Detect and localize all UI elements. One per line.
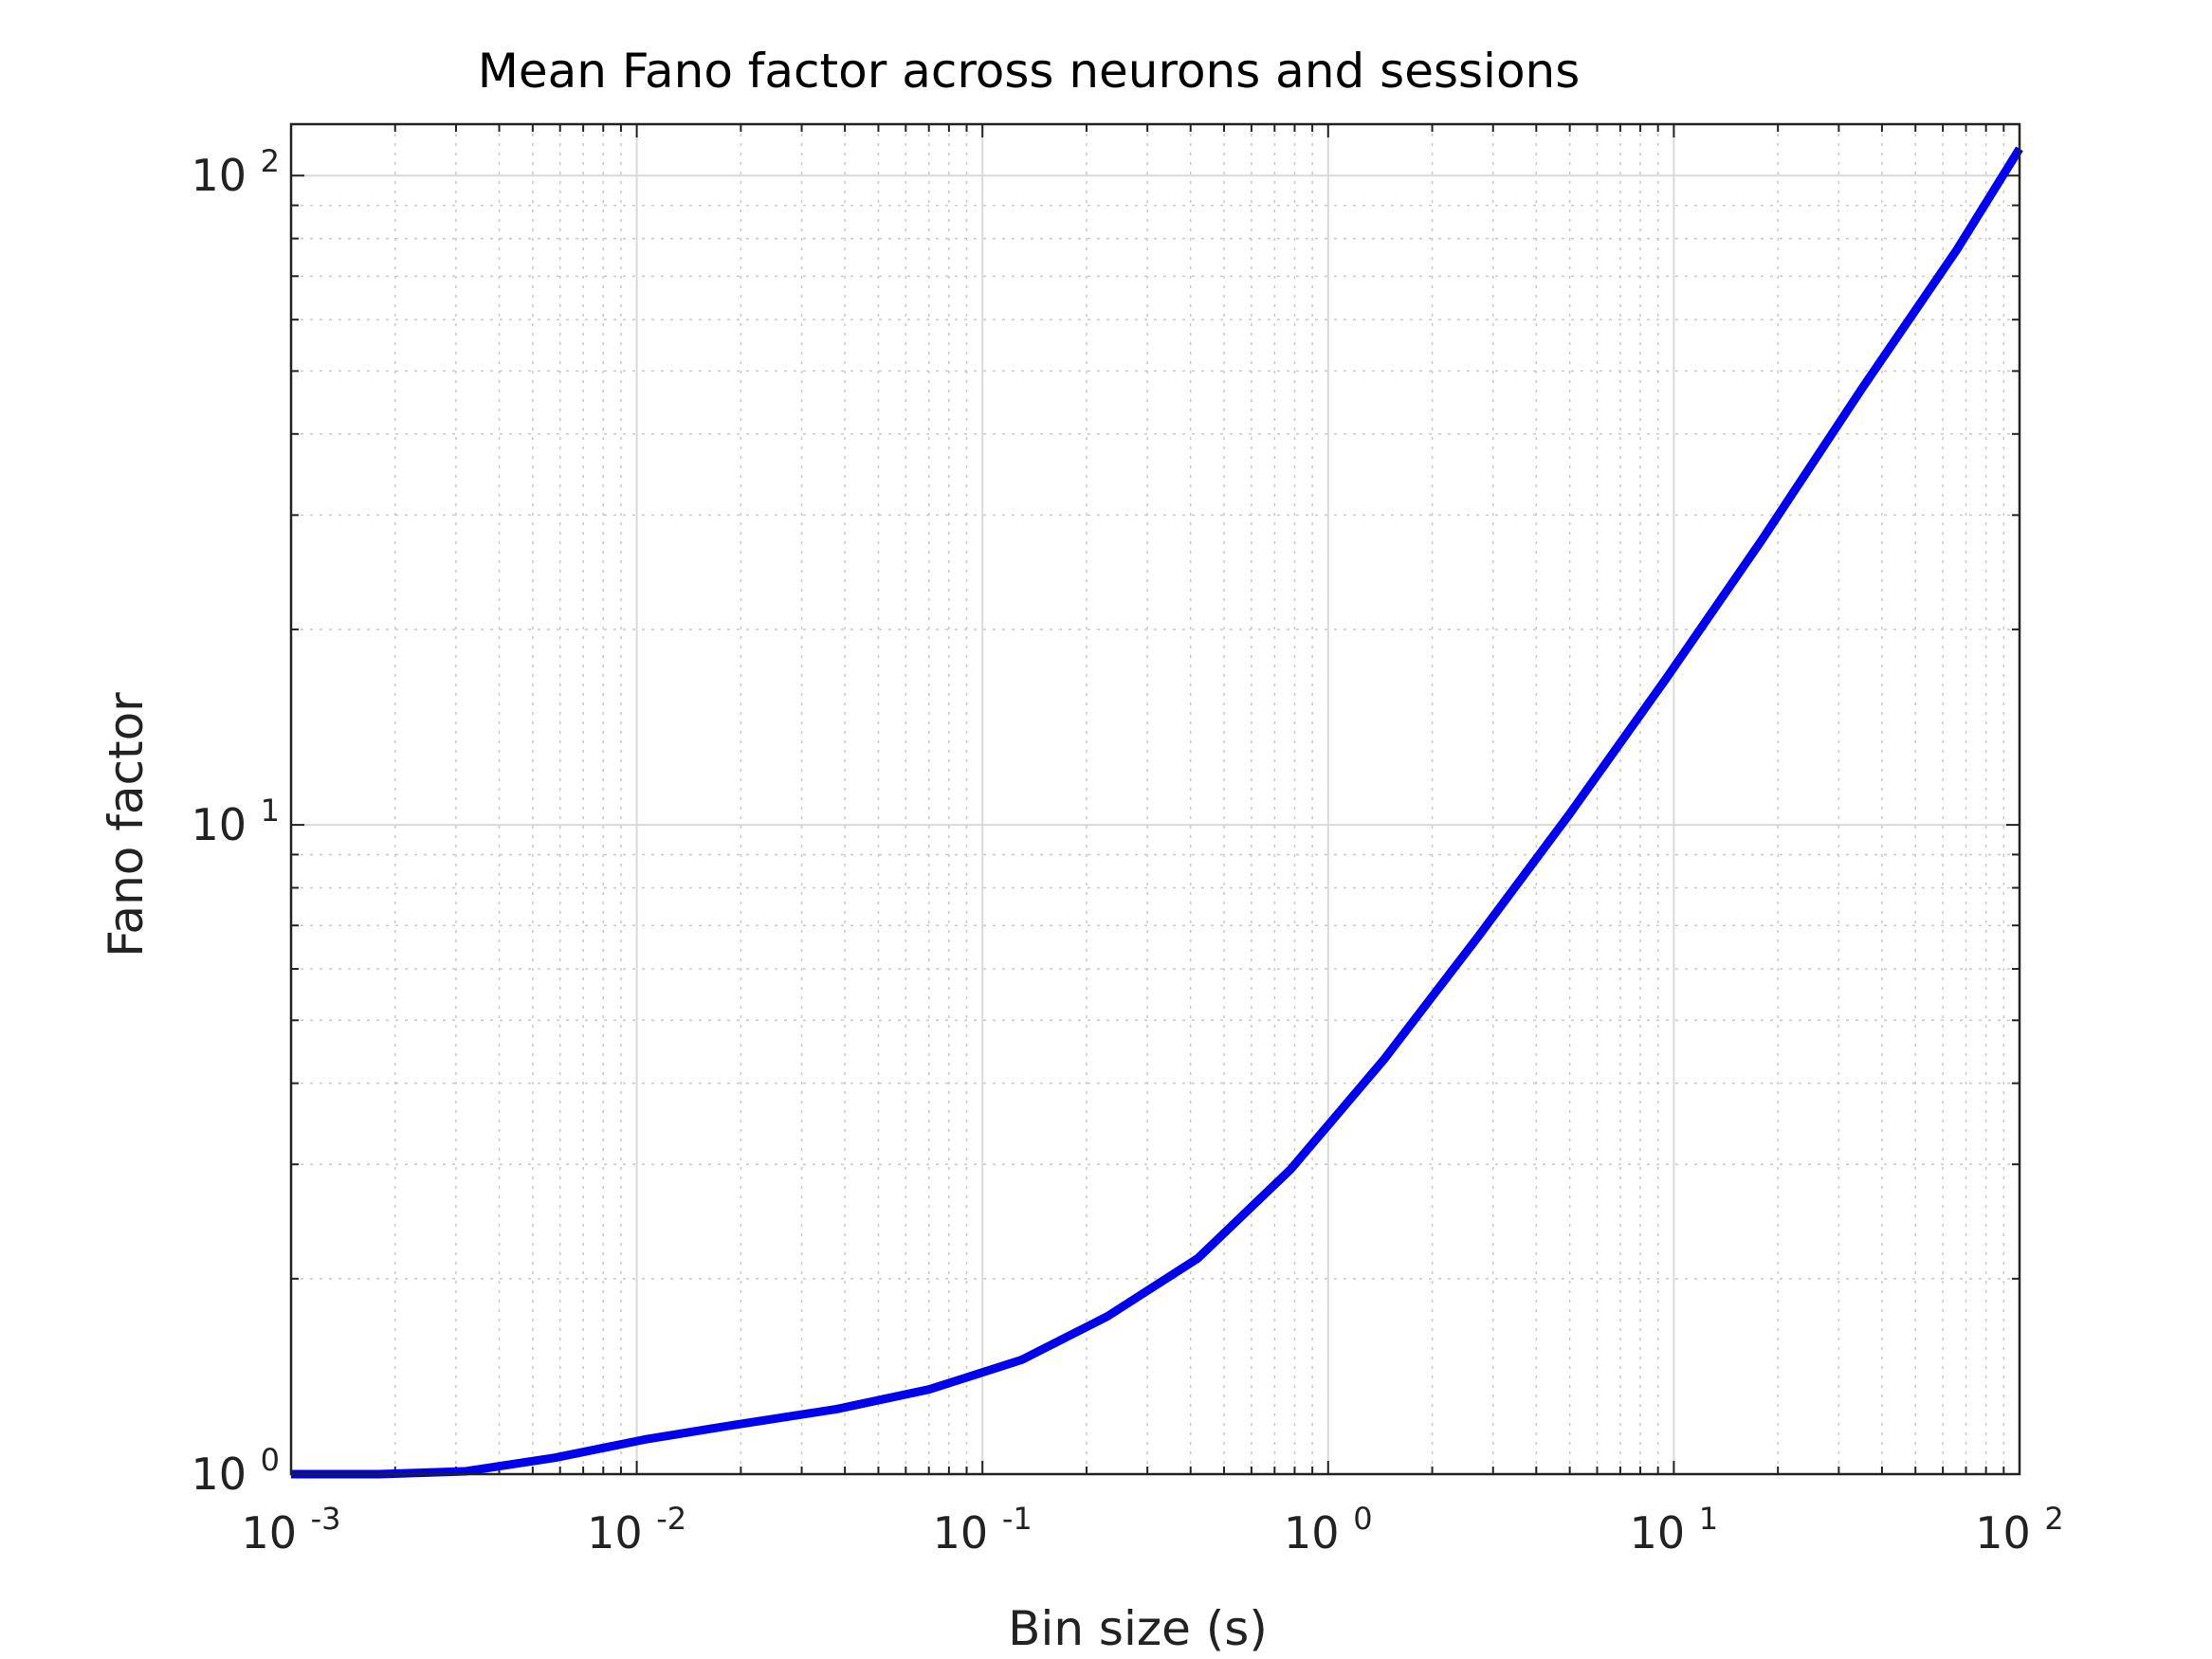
- series-layer: [291, 146, 2023, 1479]
- x-axis-label: Bin size (s): [1008, 1601, 1268, 1656]
- tick-labels: 10 -3 10 -2 10 -1 10 0 10 1 10 2 10 0 10 1 10 2: [191, 143, 2063, 1559]
- x-tick-label: 10 -2: [587, 1501, 686, 1559]
- x-tick-label: 10 1: [1630, 1501, 1719, 1559]
- series-line: [291, 146, 2023, 1479]
- x-tick-label: 10 2: [1975, 1501, 2064, 1559]
- x-tick-label: 10 -3: [241, 1501, 340, 1559]
- grid: [290, 124, 2020, 1475]
- x-tick-label: 10 -1: [933, 1501, 1033, 1559]
- y-tick-label: 10 0: [191, 1442, 280, 1500]
- plot-area-frame: [289, 122, 2021, 1476]
- chart-title: Mean Fano factor across neurons and sess…: [478, 44, 1581, 99]
- y-axis-label: Fano factor: [99, 692, 154, 957]
- y-tick-label: 10 2: [191, 143, 280, 201]
- x-tick-label: 10 0: [1284, 1501, 1373, 1559]
- y-tick-label: 10 1: [191, 793, 280, 850]
